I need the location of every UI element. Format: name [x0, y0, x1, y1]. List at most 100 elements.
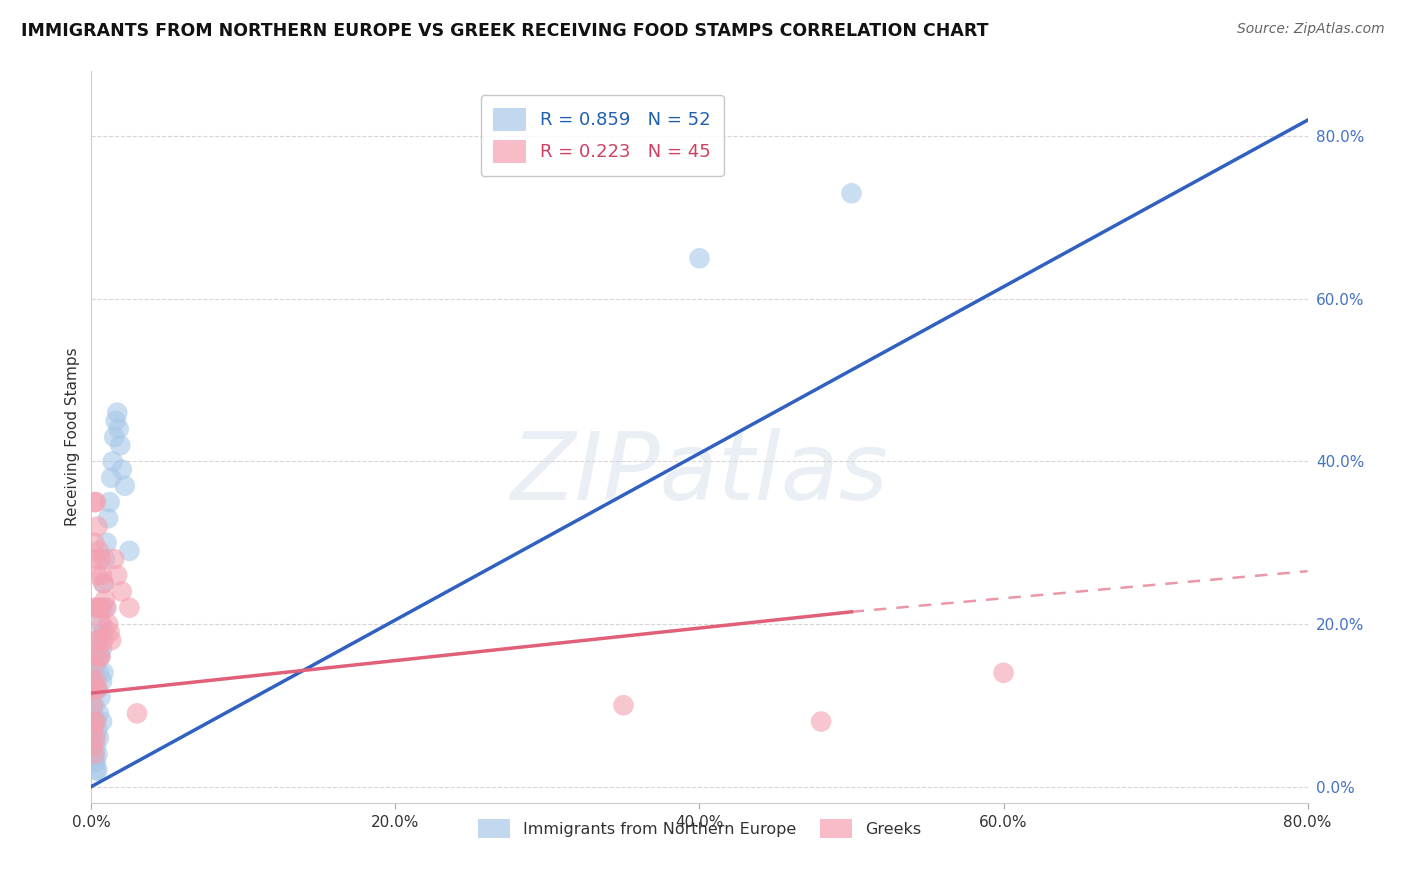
Point	[86, 568, 108, 582]
Point	[91, 617, 114, 632]
Text: IMMIGRANTS FROM NORTHERN EUROPE VS GREEK RECEIVING FOOD STAMPS CORRELATION CHART: IMMIGRANTS FROM NORTHERN EUROPE VS GREEK…	[21, 22, 988, 40]
Point	[97, 511, 120, 525]
Point	[83, 495, 105, 509]
Point	[87, 633, 110, 648]
Point	[86, 649, 108, 664]
Point	[114, 479, 136, 493]
Point	[993, 665, 1015, 680]
Point	[105, 406, 128, 420]
Point	[86, 764, 108, 778]
Point	[83, 755, 105, 769]
Point	[84, 657, 107, 672]
Point	[82, 739, 104, 753]
Point	[111, 584, 134, 599]
Point	[105, 568, 128, 582]
Point	[111, 462, 134, 476]
Point	[83, 600, 105, 615]
Point	[83, 535, 105, 549]
Point	[84, 714, 107, 729]
Point	[86, 519, 108, 533]
Point	[82, 673, 104, 688]
Point	[84, 764, 107, 778]
Point	[82, 706, 104, 721]
Point	[83, 731, 105, 745]
Point	[84, 600, 107, 615]
Point	[86, 747, 108, 761]
Point	[86, 681, 108, 696]
Point	[83, 747, 105, 761]
Point	[103, 552, 125, 566]
Point	[118, 544, 141, 558]
Point	[93, 625, 115, 640]
Point	[104, 414, 127, 428]
Point	[87, 706, 110, 721]
Point	[83, 747, 105, 761]
Point	[87, 665, 110, 680]
Point	[94, 552, 117, 566]
Point	[87, 544, 110, 558]
Point	[97, 617, 120, 632]
Point	[84, 714, 107, 729]
Point	[89, 552, 111, 566]
Point	[83, 698, 105, 713]
Point	[86, 633, 108, 648]
Point	[84, 495, 107, 509]
Point	[84, 633, 107, 648]
Point	[841, 186, 863, 201]
Point	[93, 665, 115, 680]
Point	[91, 600, 114, 615]
Point	[89, 649, 111, 664]
Point	[91, 714, 114, 729]
Point	[83, 714, 105, 729]
Point	[91, 568, 114, 582]
Point	[125, 706, 148, 721]
Point	[84, 731, 107, 745]
Point	[86, 681, 108, 696]
Point	[87, 600, 110, 615]
Point	[84, 755, 107, 769]
Point	[612, 698, 634, 713]
Point	[96, 535, 118, 549]
Point	[89, 617, 111, 632]
Point	[89, 600, 111, 615]
Point	[91, 673, 114, 688]
Point	[100, 633, 122, 648]
Point	[86, 723, 108, 737]
Point	[82, 723, 104, 737]
Point	[810, 714, 832, 729]
Point	[87, 731, 110, 745]
Point	[91, 641, 114, 656]
Legend: Immigrants from Northern Europe, Greeks: Immigrants from Northern Europe, Greeks	[470, 811, 929, 846]
Point	[101, 454, 124, 468]
Point	[83, 714, 105, 729]
Point	[118, 600, 141, 615]
Y-axis label: Receiving Food Stamps: Receiving Food Stamps	[65, 348, 80, 526]
Point	[83, 665, 105, 680]
Point	[83, 657, 105, 672]
Point	[84, 673, 107, 688]
Point	[82, 698, 104, 713]
Point	[94, 592, 117, 607]
Point	[100, 471, 122, 485]
Point	[89, 690, 111, 705]
Point	[82, 723, 104, 737]
Point	[96, 600, 118, 615]
Point	[93, 633, 115, 648]
Point	[94, 600, 117, 615]
Point	[84, 681, 107, 696]
Point	[98, 625, 121, 640]
Text: Source: ZipAtlas.com: Source: ZipAtlas.com	[1237, 22, 1385, 37]
Point	[103, 430, 125, 444]
Point	[688, 252, 710, 266]
Point	[84, 739, 107, 753]
Point	[93, 576, 115, 591]
Point	[83, 681, 105, 696]
Point	[87, 649, 110, 664]
Text: ZIPatlas: ZIPatlas	[510, 428, 889, 519]
Point	[84, 552, 107, 566]
Point	[82, 681, 104, 696]
Point	[98, 495, 121, 509]
Point	[93, 576, 115, 591]
Point	[107, 422, 129, 436]
Point	[110, 438, 132, 452]
